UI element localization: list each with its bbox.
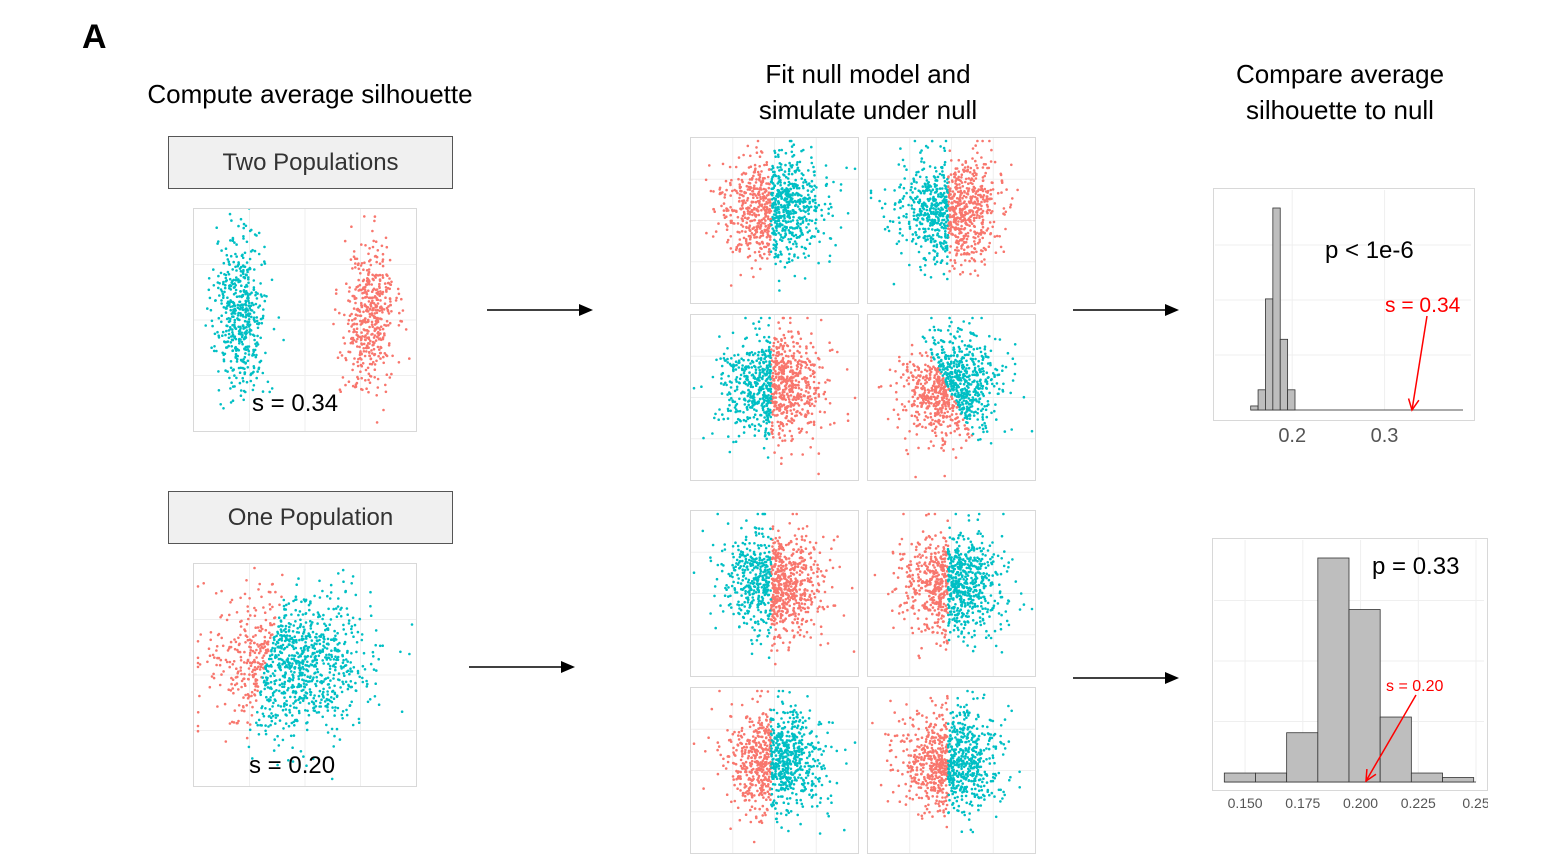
compare-title-line2: silhouette to null bbox=[1246, 95, 1434, 125]
compare-column-title: Compare average silhouette to null bbox=[1190, 56, 1490, 128]
scatter-svg bbox=[868, 688, 1035, 853]
histogram-bar bbox=[1223, 772, 1256, 783]
observed-scatter-two-populations: s = 0.34 bbox=[193, 208, 417, 432]
histogram-bar bbox=[1442, 777, 1475, 783]
scatter-svg bbox=[868, 138, 1035, 303]
observed-s-label: s = 0.20 bbox=[249, 752, 336, 779]
histogram-bar bbox=[1348, 609, 1381, 783]
histogram-bar bbox=[1255, 772, 1288, 783]
p-value-label: p < 1e-6 bbox=[1325, 237, 1414, 264]
null-sim-scatter bbox=[690, 510, 859, 677]
observed-arrow bbox=[1411, 315, 1428, 411]
point-group bbox=[769, 689, 857, 835]
point-group bbox=[204, 209, 285, 410]
x-tick-label: 0.25 bbox=[1462, 795, 1488, 811]
scatter-svg bbox=[868, 315, 1035, 480]
x-tick-label: 0.200 bbox=[1343, 795, 1378, 811]
point-group bbox=[332, 215, 411, 424]
compare-title-line1: Compare average bbox=[1235, 59, 1445, 89]
null-title-line1: Fit null model and bbox=[765, 59, 971, 89]
arrow-icon bbox=[469, 661, 575, 673]
observed-s-annotation: s = 0.20 bbox=[1386, 678, 1443, 695]
p-value-label: p = 0.33 bbox=[1372, 553, 1459, 580]
null-histogram-top: 0.2 0.3 p < 1e-6 s = 0.34 bbox=[1213, 188, 1475, 450]
point-group bbox=[946, 689, 1021, 834]
compute-title-text: Compute average silhouette bbox=[147, 79, 473, 109]
point-group bbox=[692, 512, 773, 659]
histogram-bar bbox=[1379, 716, 1412, 783]
observed-arrow bbox=[1365, 694, 1417, 782]
scatter-svg bbox=[868, 511, 1035, 676]
observed-arrowhead bbox=[1407, 398, 1420, 412]
null-sim-scatter bbox=[690, 687, 859, 854]
scatter-svg bbox=[194, 564, 416, 786]
point-group bbox=[869, 139, 950, 286]
two-populations-label: Two Populations bbox=[168, 136, 453, 189]
null-histogram-bottom: 0.150 0.175 0.200 0.225 0.25 p = 0.33 s = 0.20 bbox=[1212, 538, 1488, 814]
grid-lines bbox=[868, 138, 1035, 303]
compute-column-title: Compute average silhouette bbox=[110, 76, 510, 112]
observed-arrowhead bbox=[1365, 768, 1377, 783]
observed-s-annotation: s = 0.34 bbox=[1385, 294, 1461, 317]
point-group bbox=[692, 316, 773, 459]
point-group bbox=[946, 139, 1019, 277]
histogram-bar bbox=[1257, 389, 1266, 411]
scatter-svg bbox=[691, 688, 858, 853]
null-sim-scatter bbox=[690, 314, 859, 481]
grid-lines bbox=[691, 511, 858, 676]
null-sim-scatter bbox=[867, 137, 1036, 304]
x-tick-label: 0.3 bbox=[1371, 425, 1399, 447]
scatter-svg bbox=[691, 138, 858, 303]
null-sim-scatter bbox=[867, 510, 1036, 677]
observed-s-label: s = 0.34 bbox=[252, 390, 339, 417]
histogram-bar bbox=[1272, 207, 1281, 411]
null-title-line2: simulate under null bbox=[758, 95, 978, 125]
histogram-bar bbox=[1265, 298, 1274, 411]
histogram-bar bbox=[1279, 338, 1289, 411]
scatter-svg bbox=[691, 315, 858, 480]
histogram-bar bbox=[1410, 772, 1443, 783]
x-tick-label: 0.225 bbox=[1401, 795, 1436, 811]
histogram-svg: 0.150 0.175 0.200 0.225 0.25 p = 0.33 s = 0.20 bbox=[1212, 538, 1488, 811]
point-group bbox=[704, 139, 773, 287]
point-group bbox=[196, 566, 284, 743]
point-group bbox=[769, 139, 857, 292]
point-group bbox=[692, 689, 773, 844]
scatter-svg bbox=[194, 209, 416, 431]
one-population-label: One Population bbox=[168, 491, 453, 544]
point-group bbox=[877, 343, 974, 479]
null-sim-scatter bbox=[867, 314, 1036, 481]
panel-label: A bbox=[82, 18, 107, 56]
point-group bbox=[247, 568, 414, 781]
arrow-icon bbox=[1073, 304, 1179, 316]
point-group bbox=[921, 316, 1034, 445]
point-group bbox=[769, 512, 856, 666]
point-group bbox=[873, 512, 950, 660]
arrow-icon bbox=[487, 304, 593, 316]
observed-scatter-one-population: s = 0.20 bbox=[193, 563, 417, 787]
null-sim-scatter bbox=[867, 687, 1036, 854]
point-group bbox=[871, 694, 950, 829]
x-tick-label: 0.2 bbox=[1278, 425, 1306, 447]
point-group bbox=[946, 512, 1034, 654]
histogram-bar bbox=[1317, 557, 1350, 783]
scatter-svg bbox=[691, 511, 858, 676]
x-tick-label: 0.150 bbox=[1228, 795, 1263, 811]
grid-lines bbox=[691, 688, 858, 853]
histogram-svg: 0.2 0.3 p < 1e-6 s = 0.34 bbox=[1213, 188, 1475, 447]
point-group bbox=[769, 316, 857, 476]
plot-frame bbox=[1213, 188, 1475, 421]
x-tick-label: 0.175 bbox=[1285, 795, 1320, 811]
histogram-bar bbox=[1250, 405, 1259, 411]
arrow-icon bbox=[1073, 672, 1179, 684]
histogram-bar bbox=[1287, 389, 1296, 411]
histogram-bar bbox=[1286, 732, 1319, 783]
null-column-title: Fit null model and simulate under null bbox=[700, 56, 1036, 128]
null-sim-scatter bbox=[690, 137, 859, 304]
